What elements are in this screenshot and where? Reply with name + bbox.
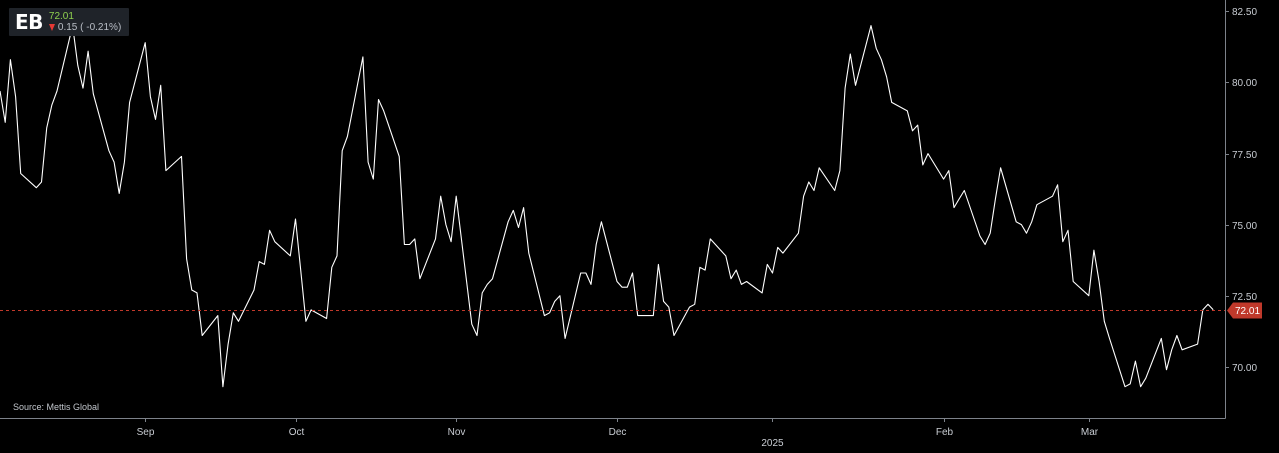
x-tick-label: Oct [289, 427, 305, 438]
y-tick-label: 75.00 [1232, 221, 1257, 232]
y-tick-label: 80.00 [1232, 78, 1257, 89]
ticker-last-price: 72.01 [48, 11, 74, 22]
last-price-indicator: 72.01 [0, 302, 1262, 319]
ticker-info-box: EB 72.01 0.15 ( -0.21%) [9, 8, 130, 36]
x-tick-label: Feb [936, 427, 954, 438]
x-tick-label: Nov [448, 427, 466, 438]
price-series [0, 25, 1214, 388]
y-tick-label: 82.50 [1232, 7, 1257, 18]
y-axis: 82.50 80.00 77.50 75.00 72.50 70.00 [0, 0, 1257, 419]
x-axis: Sep Oct Nov Dec 2025 Feb Mar [137, 418, 1099, 449]
x-year-label: 2025 [761, 438, 784, 449]
last-price-tag-label: 72.01 [1235, 306, 1260, 317]
x-tick-label: Mar [1081, 427, 1099, 438]
y-tick-label: 70.00 [1232, 363, 1257, 374]
ticker-change: 0.15 ( -0.21%) [57, 22, 122, 33]
x-tick-label: Sep [137, 427, 155, 438]
down-arrow-icon [48, 24, 55, 31]
source-label: Source: Mettis Global [13, 402, 100, 412]
ticker-change-row: 0.15 ( -0.21%) [48, 22, 122, 33]
last-price-tag [1227, 302, 1262, 319]
series-line [0, 25, 1214, 388]
y-tick-label: 77.50 [1232, 150, 1257, 161]
x-tick-label: Dec [609, 427, 627, 438]
ticker-quote: 72.01 0.15 ( -0.21%) [48, 11, 122, 33]
y-tick-label: 72.50 [1232, 292, 1257, 303]
ticker-symbol: EB [15, 10, 43, 34]
